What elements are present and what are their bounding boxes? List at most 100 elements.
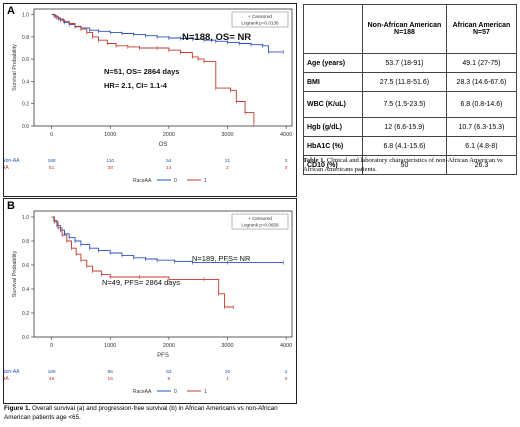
figure-caption-label: Figure 1. [4,405,31,412]
legend-censored: + Censored [248,216,272,221]
panel-label: B [7,200,15,212]
y-tick-label: 0.0 [22,335,29,341]
annotation: HR= 2.1, CI= 1.1-4 [104,81,168,90]
risk-value: 54 [166,158,172,164]
x-axis-label: PFS [157,353,169,359]
table-caption-text: Clinical and laboratory characteristics … [303,157,503,173]
risk-row-label: AA [4,376,9,382]
panel-a-overall-survival: A 0.0 0.2 0.4 0.6 0.8 1.0 0 1000 2000 3000 4000 OS S… [2,3,297,197]
table-cell: 27.5 (11.8-51.6) [362,72,447,92]
risk-value: 20 [225,369,231,375]
y-tick-label: 0.6 [22,57,29,63]
risk-legend-title: RaceAA [133,178,152,184]
row-label: Hgb (g/dL) [303,117,363,137]
y-tick-label: 1.0 [22,13,29,19]
risk-legend-label: 0 [174,178,177,184]
risk-value: 14 [166,165,172,171]
table-caption: Table 1. Clinical and laboratory charact… [303,156,517,174]
risk-value: 189 [48,369,56,375]
risk-row-label: AA [4,165,9,171]
table-cell: 10.7 (6.3-15.3) [445,117,518,137]
y-axis-label: Survival Probability [12,44,18,91]
table-cell: 12 (6.6-15.9) [362,117,447,137]
row-label: CD10 (%) [303,155,363,175]
legend-logrank: Logrank p=0.0659 [241,223,279,228]
y-tick-label: 0.8 [22,35,29,41]
risk-value: 2 [226,165,229,171]
y-tick-label: 0.8 [22,239,29,245]
characteristics-table: Non-African American N=188 African Ameri… [303,4,518,175]
table-row: Hgb (g/dL) 12 (6.6-15.9) 10.7 (6.3-15.3) [303,117,518,137]
table-cell: 53.7 (18-91) [362,53,447,73]
table-header-cell: Non-African American N=188 [362,4,447,54]
x-tick-label: 2000 [163,132,175,138]
table-header-cell: African American N=57 [445,4,518,54]
risk-row-label: Non-AA [4,158,20,164]
risk-value: 0 [285,376,288,382]
risk-row-label: Non-AA [4,369,20,375]
risk-value: 28 [108,165,114,171]
x-tick-label: 4000 [280,132,292,138]
km-chart-pfs: 0.00.20.40.60.81.00 1000 2000 3000 4000PFSSu… [2,210,293,395]
row-label: BMI [303,72,363,92]
table-row: WBC (K/uL) 7.5 (1.5-23.5) 6.8 (0.8-14.6) [303,91,518,118]
x-tick-label: 1000 [104,343,116,349]
x-tick-label: 0 [50,343,53,349]
legend-censored: + Censored [248,14,272,19]
row-label: Age (years) [303,53,363,73]
risk-value: 49 [49,376,55,382]
table-row: HbA1C (%) 6.8 (4.1-15.6) 6.1 (4.8-8) [303,136,518,156]
table-cell: 49.1 (27-75) [445,53,518,73]
x-tick-label: 3000 [221,132,233,138]
figure-caption: Figure 1. Overall survival (a) and progr… [4,405,299,422]
row-label: HbA1C (%) [303,136,363,156]
km-chart-os: 0.0 0.2 0.4 0.6 0.8 1.0 0 1000 2000 3000 4000 OS Sur… [2,8,293,184]
y-tick-label: 0.2 [22,311,29,317]
risk-value: 8 [168,376,171,382]
risk-value: 1 [226,376,229,382]
risk-value: 21 [225,158,231,164]
risk-value: 110 [106,158,114,164]
survival-curve-non-aa [51,14,284,53]
y-tick-label: 0.2 [22,102,29,108]
table-row: BMI 27.5 (11.8-51.6) 28.3 (14.6-67.6) [303,72,518,92]
panel-b-progression-free-survival: B 0.0 0.2 0.4 0.6 0.8 1.0 0 1000 2000 3000 4000 PFS… [2,198,297,404]
table-row: Age (years) 53.7 (18-91) 49.1 (27-75) [303,53,518,73]
y-tick-label: 0.0 [22,124,29,130]
legend-box [231,213,289,230]
plot-frame [33,210,293,338]
table-cell: 6.1 (4.8-8) [445,136,518,156]
y-tick-label: 0.6 [22,263,29,269]
x-tick-label: 2000 [163,343,175,349]
table-header-row: Non-African American N=188 African Ameri… [303,4,518,54]
annotation: N=188, OS= NR [182,32,251,43]
table-cell: 6.8 (0.8-14.6) [445,91,518,118]
x-tick-label: 4000 [280,343,292,349]
table-row: CD10 (%) 50 26.3 [303,155,518,175]
table-cell: 6.8 (4.1-15.6) [362,136,447,156]
table-cell: 26.3 [445,155,518,175]
survival-curve-aa [51,216,234,308]
legend-box [231,11,289,28]
table-header-cell [303,4,363,54]
legend-logrank: Logrank p=0.0136 [241,21,279,26]
y-axis-label: Survival Probability [12,250,18,297]
plot-frame [33,8,293,127]
x-tick-label: 0 [50,132,53,138]
risk-value: 2 [285,369,288,375]
risk-value: 16 [108,376,114,382]
y-tick-label: 0.4 [22,287,29,293]
risk-legend-label: 1 [204,178,207,184]
risk-legend-label: 1 [204,389,207,395]
annotation: N=49, PFS= 2864 days [102,278,180,287]
table-caption-label: Table 1. [303,157,326,164]
annotation: N=51, OS= 2864 days [104,67,179,76]
row-label: WBC (K/uL) [303,91,363,118]
table-cell: 7.5 (1.5-23.5) [362,91,447,118]
risk-value: 63 [166,369,172,375]
risk-value: 96 [108,369,114,375]
x-axis-label: OS [159,142,168,148]
risk-legend-title: RaceAA [133,389,152,395]
risk-value: 0 [285,165,288,171]
x-tick-label: 3000 [221,343,233,349]
